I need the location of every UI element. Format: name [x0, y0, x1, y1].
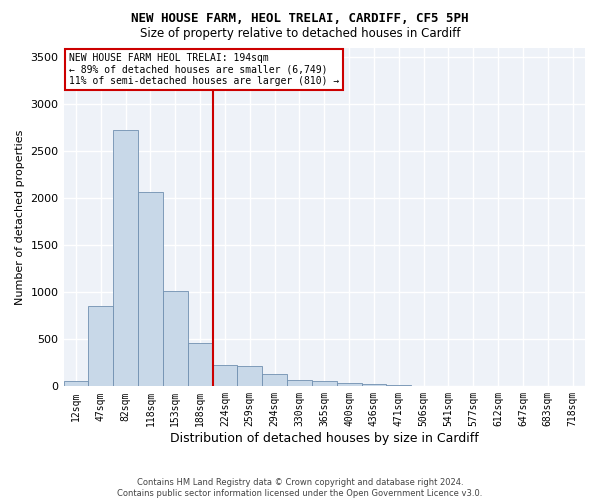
Bar — [212, 365, 238, 386]
Bar — [238, 366, 262, 386]
Y-axis label: Number of detached properties: Number of detached properties — [15, 129, 25, 304]
Bar — [113, 130, 138, 386]
Bar — [138, 192, 163, 386]
Text: Size of property relative to detached houses in Cardiff: Size of property relative to detached ho… — [140, 28, 460, 40]
Bar — [262, 374, 287, 386]
Bar — [88, 306, 113, 386]
Bar — [163, 292, 188, 386]
Bar — [64, 380, 88, 386]
Text: NEW HOUSE FARM, HEOL TRELAI, CARDIFF, CF5 5PH: NEW HOUSE FARM, HEOL TRELAI, CARDIFF, CF… — [131, 12, 469, 26]
Text: NEW HOUSE FARM HEOL TRELAI: 194sqm
← 89% of detached houses are smaller (6,749)
: NEW HOUSE FARM HEOL TRELAI: 194sqm ← 89%… — [69, 52, 339, 86]
Text: Contains HM Land Registry data © Crown copyright and database right 2024.
Contai: Contains HM Land Registry data © Crown c… — [118, 478, 482, 498]
Bar — [362, 384, 386, 386]
Bar — [188, 343, 212, 386]
X-axis label: Distribution of detached houses by size in Cardiff: Distribution of detached houses by size … — [170, 432, 479, 445]
Bar — [337, 383, 362, 386]
Bar — [312, 381, 337, 386]
Bar — [287, 380, 312, 386]
